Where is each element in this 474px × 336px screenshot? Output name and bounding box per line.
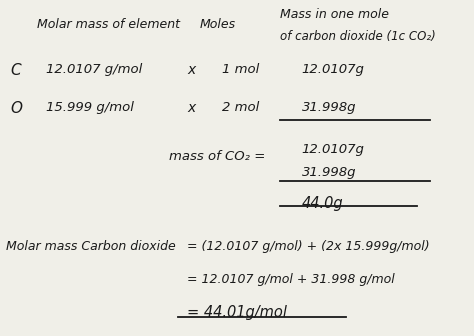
Text: O: O (10, 101, 22, 116)
Text: = (12.0107 g/mol) + (2x 15.999g/mol): = (12.0107 g/mol) + (2x 15.999g/mol) (187, 240, 429, 253)
Text: = 12.0107 g/mol + 31.998 g/mol: = 12.0107 g/mol + 31.998 g/mol (187, 273, 395, 286)
Text: mass of CO₂ =: mass of CO₂ = (169, 150, 265, 163)
Text: of carbon dioxide (1c CO₂): of carbon dioxide (1c CO₂) (280, 30, 436, 43)
Text: Molar mass Carbon dioxide: Molar mass Carbon dioxide (6, 240, 175, 253)
Text: Molar mass of element: Molar mass of element (36, 18, 180, 31)
Text: 12.0107g: 12.0107g (302, 63, 365, 76)
Text: 12.0107g: 12.0107g (302, 143, 365, 156)
Text: 2 mol: 2 mol (222, 101, 259, 114)
Text: 1 mol: 1 mol (222, 63, 259, 76)
Text: = 44.01g/mol: = 44.01g/mol (187, 305, 287, 320)
Text: x: x (187, 63, 195, 77)
Text: 44.0g: 44.0g (302, 196, 343, 211)
Text: Moles: Moles (200, 18, 236, 31)
Text: 15.999 g/mol: 15.999 g/mol (46, 101, 133, 114)
Text: 12.0107 g/mol: 12.0107 g/mol (46, 63, 142, 76)
Text: 31.998g: 31.998g (302, 101, 356, 114)
Text: Mass in one mole: Mass in one mole (280, 8, 389, 21)
Text: x: x (187, 101, 195, 115)
Text: 31.998g: 31.998g (302, 166, 356, 179)
Text: C: C (10, 63, 21, 78)
